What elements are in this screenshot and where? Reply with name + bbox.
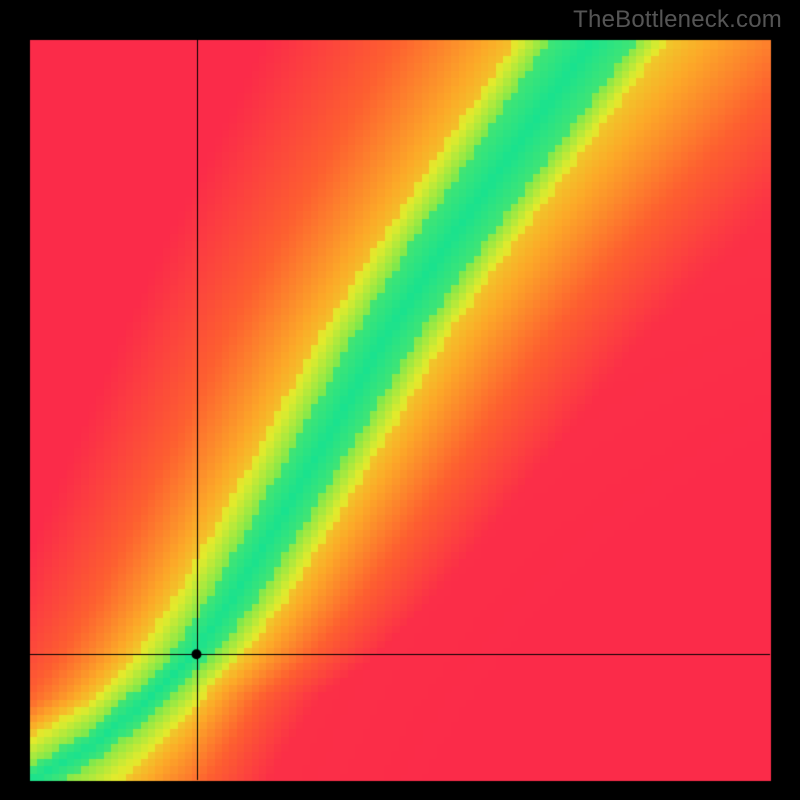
watermark-text: TheBottleneck.com xyxy=(573,6,782,34)
chart-container: TheBottleneck.com xyxy=(0,0,800,800)
bottleneck-heatmap xyxy=(0,0,800,800)
